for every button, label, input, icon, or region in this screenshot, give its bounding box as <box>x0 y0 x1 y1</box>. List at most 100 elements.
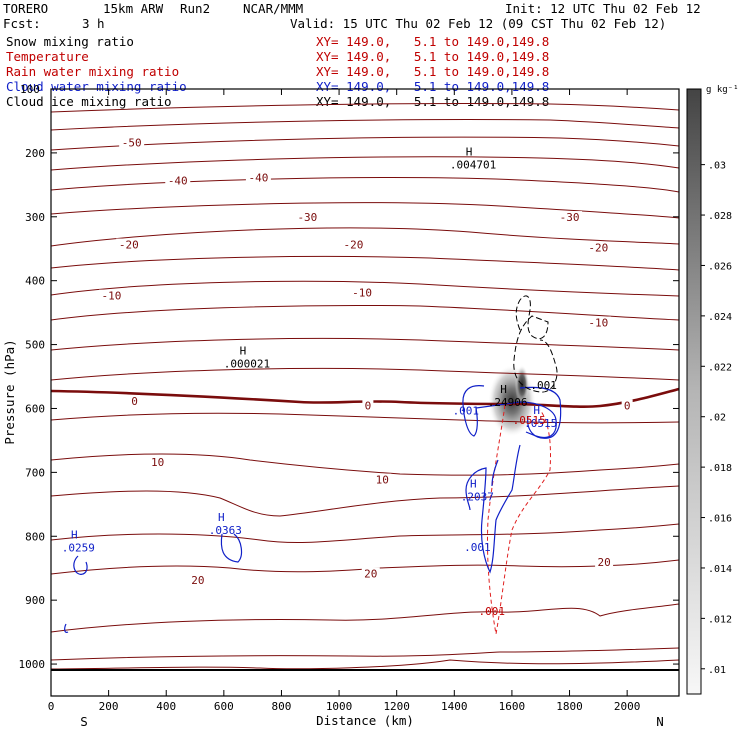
max-marker: H <box>71 529 78 542</box>
y-tick-label: 1000 <box>19 658 46 671</box>
temperature-label: 10 <box>151 456 164 469</box>
y-axis-label: Pressure (hPa) <box>2 339 17 444</box>
colorbar-tick-label: .022 <box>708 362 732 373</box>
temperature-label: -20 <box>119 239 139 252</box>
title-model: TORERO <box>3 1 49 16</box>
y-tick-label: 500 <box>25 339 45 352</box>
x-tick-label: 600 <box>214 700 234 713</box>
temperature-contours <box>51 102 679 670</box>
temperature-label: 20 <box>597 556 610 569</box>
y-tick-label: 200 <box>25 147 45 160</box>
title-org: NCAR/MMM <box>243 1 304 16</box>
y-tick-label: 300 <box>25 211 45 224</box>
temperature-label-bg <box>245 171 271 184</box>
max-marker: H <box>533 404 540 417</box>
field-xy-cloud-water: XY= 149.0, 5.1 to 149.0,149.8 <box>316 79 550 94</box>
axes: 0 200 400 600 800 1000 1200 1400 1600 1800 2000200… <box>19 89 679 713</box>
y-tick-top: 100 <box>20 83 40 96</box>
temperature-label-bg <box>340 238 366 251</box>
field-name-rain: Rain water mixing ratio <box>6 64 180 79</box>
temperature-label: -10 <box>102 290 122 303</box>
colorbar-tick-label: .016 <box>708 514 732 525</box>
temperature-label-bg <box>129 395 141 408</box>
temperature-label-bg <box>585 241 611 254</box>
field-xy-cloud-ice: XY= 149.0, 5.1 to 149.0,149.8 <box>316 94 550 109</box>
init-time: Init: 12 UTC Thu 02 Feb 12 <box>505 1 701 16</box>
colorbar-unit: g kg⁻¹ <box>706 85 739 95</box>
field-xy-temperature: XY= 149.0, 5.1 to 149.0,149.8 <box>316 49 550 64</box>
y-tick-label: 800 <box>25 530 45 543</box>
max-value-label: .0515 <box>524 417 557 430</box>
temperature-label: -50 <box>122 136 142 149</box>
max-marker: H <box>470 478 477 491</box>
temperature-label: 10 <box>376 474 389 487</box>
cloud-water-contours <box>64 385 562 633</box>
max-value-label: .004701 <box>450 158 496 171</box>
rain-water-contour <box>486 404 551 635</box>
colorbar-tick-label: .012 <box>708 614 732 625</box>
x-tick-label: 2000 <box>614 700 641 713</box>
north-label: N <box>656 714 664 729</box>
temperature-label: 20 <box>364 568 377 581</box>
title-run: Run2 <box>180 1 211 16</box>
valid-time: Valid: 15 UTC Thu 02 Feb 12 (09 CST Thu … <box>290 16 667 31</box>
field-name-cloud-water: Cloud water mixing ratio <box>6 79 187 94</box>
x-tick-label: 800 <box>272 700 292 713</box>
colorbar <box>686 88 702 695</box>
max-marker: H <box>240 345 247 358</box>
x-tick-label: 1000 <box>326 700 353 713</box>
colorbar-tick-label: .018 <box>708 463 732 474</box>
field-name-temperature: Temperature <box>6 49 89 64</box>
plot-frame <box>50 88 680 697</box>
temperature-label-bg <box>165 174 191 187</box>
temperature-label: -20 <box>344 239 364 252</box>
y-tick-label: 700 <box>25 466 45 479</box>
contour-value-label: .0515 <box>513 414 546 427</box>
colorbar-ticks: .01 .012 .014 .016 .018 .02 .022 .024 .026 .028 .0… <box>701 161 732 676</box>
max-value-label: .0259 <box>62 542 95 555</box>
temperature-label-bg <box>595 556 614 569</box>
contour-value-label: .001 <box>479 605 506 618</box>
max-value-label: .2037 <box>461 491 494 504</box>
x-tick-label: 1600 <box>499 700 526 713</box>
temperature-label: -20 <box>588 242 608 255</box>
x-tick-label: 0 <box>48 700 55 713</box>
temperature-label-bg <box>98 289 124 302</box>
colorbar-tick-label: .024 <box>708 312 732 323</box>
temperature-label: 0 <box>624 400 631 413</box>
temperature-label-bg <box>188 573 207 586</box>
y-tick-label: 400 <box>25 275 45 288</box>
max-marker: H <box>500 383 507 396</box>
field-name-cloud-ice: Cloud ice mixing ratio <box>6 94 172 109</box>
temperature-label: -40 <box>168 175 188 188</box>
x-tick-label: 1800 <box>556 700 583 713</box>
temperature-label: -40 <box>248 171 268 184</box>
x-tick-label: 1400 <box>441 700 468 713</box>
forecast-value: 3 h <box>82 16 105 31</box>
x-axis-label: Distance (km) <box>316 713 414 728</box>
temperature-label-bg <box>294 211 320 224</box>
max-marker: H <box>466 145 473 158</box>
x-tick-label: 200 <box>99 700 119 713</box>
x-tick-label: 400 <box>156 700 176 713</box>
title-resolution: 15km ARW <box>103 1 164 16</box>
cloud-ice-contour <box>513 295 558 393</box>
contour-value-label: .001 <box>464 541 491 554</box>
temperature-label: -10 <box>352 286 372 299</box>
y-tick-label: 600 <box>25 402 45 415</box>
contour-value-label: .001 <box>453 404 480 417</box>
colorbar-tick-label: .03 <box>708 161 726 172</box>
colorbar-tick-label: .02 <box>708 413 726 424</box>
temperature-label: -10 <box>588 316 608 329</box>
south-label: S <box>80 714 88 729</box>
temperature-label-bg <box>119 136 145 149</box>
temperature-label: 0 <box>365 400 372 413</box>
max-value-label: .24906 <box>488 396 528 409</box>
colorbar-tick-label: .01 <box>708 665 726 676</box>
temperature-label-bg <box>585 316 611 329</box>
max-value-label: .0363 <box>209 524 242 537</box>
temperature-label: 20 <box>191 574 204 587</box>
temperature-label-bg <box>116 238 142 251</box>
temperature-label-bg <box>621 399 633 412</box>
